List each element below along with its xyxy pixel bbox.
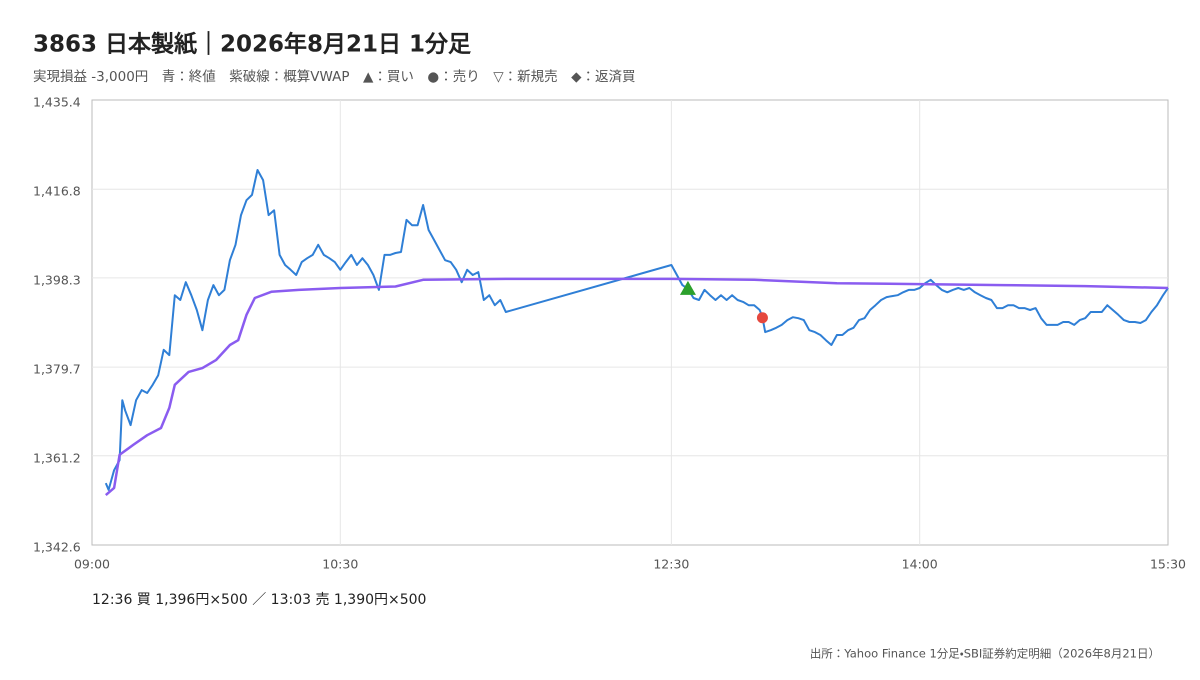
x-tick-label: 10:30 xyxy=(322,557,358,572)
x-tick-label: 14:00 xyxy=(902,557,938,572)
y-tick-label: 1,435.4 xyxy=(33,95,81,110)
chart-subtitle: 実現損益 -3,000円 青：終値 紫破線：概算VWAP ▲：買い ●：売り ▽… xyxy=(33,69,635,85)
y-tick-label: 1,342.6 xyxy=(33,540,81,555)
x-tick-label: 12:30 xyxy=(653,557,689,572)
y-tick-label: 1,361.2 xyxy=(33,450,81,465)
sell-marker xyxy=(756,312,768,324)
source-note: 出所：Yahoo Finance 1分足・SBI証券約定明細（2026年8月21… xyxy=(810,647,1160,661)
plot-frame xyxy=(91,99,1169,546)
price-line xyxy=(104,169,1169,491)
y-tick-label: 1,398.3 xyxy=(33,272,81,287)
buy-marker xyxy=(679,280,696,295)
x-tick-label: 15:30 xyxy=(1150,557,1186,572)
x-tick-label: 09:00 xyxy=(74,557,110,572)
y-tick-label: 1,416.8 xyxy=(33,184,81,199)
y-tick-label: 1,379.7 xyxy=(33,362,81,377)
trade-note: 12:36 買 1,396円×500 ／ 13:03 売 1,390円×500 xyxy=(92,592,426,608)
chart-title: 3863 日本製紙｜2026年8月21日 1分足 xyxy=(33,31,471,58)
price-line xyxy=(104,277,1169,497)
